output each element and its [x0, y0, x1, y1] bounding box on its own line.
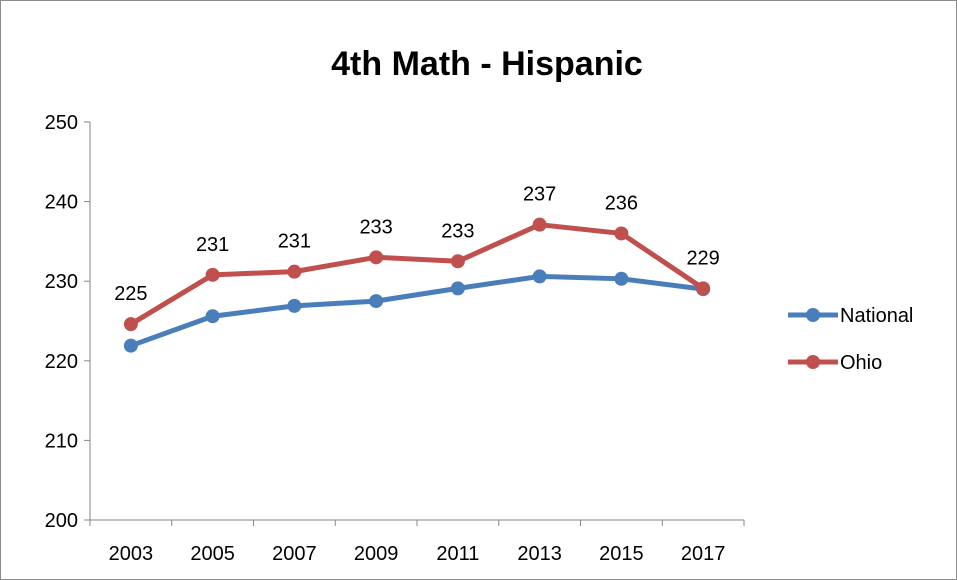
data-point-national	[369, 294, 384, 309]
y-tick-label: 250	[45, 112, 78, 134]
data-point-ohio	[450, 254, 465, 269]
data-label-ohio: 231	[278, 231, 311, 253]
data-point-national	[532, 269, 547, 284]
x-tick-label: 2017	[681, 543, 726, 565]
x-tick-label: 2007	[272, 543, 317, 565]
axes: 200 210 220 230 240 250 2003 2005 2007 2009 2011 20…	[45, 112, 745, 565]
series-line-ohio	[128, 222, 706, 327]
data-point-ohio	[614, 226, 629, 241]
data-point-ohio	[205, 267, 220, 282]
data-labels: 225 231 231 233 233 237 236 229	[114, 184, 720, 305]
y-tick-label: 240	[45, 192, 78, 214]
series-ohio	[123, 217, 711, 332]
series-national	[123, 269, 711, 353]
legend: National Ohio	[788, 305, 913, 374]
legend-swatch-marker	[806, 355, 820, 369]
legend-label: National	[840, 305, 913, 327]
data-point-national	[205, 309, 220, 324]
chart-title: 4th Math - Hispanic	[331, 45, 643, 83]
y-tick-label: 210	[45, 430, 78, 452]
x-tick-label: 2005	[190, 543, 235, 565]
data-label-ohio: 229	[686, 247, 719, 269]
data-label-ohio: 233	[441, 220, 474, 242]
data-point-ohio	[287, 264, 302, 279]
data-point-national	[287, 298, 302, 313]
x-tick-label: 2003	[109, 543, 154, 565]
legend-item-ohio: Ohio	[788, 352, 882, 374]
data-point-ohio	[696, 281, 711, 296]
data-point-ohio	[532, 217, 547, 232]
data-label-ohio: 231	[196, 234, 229, 256]
legend-label: Ohio	[840, 352, 882, 374]
x-tick-label: 2015	[599, 543, 644, 565]
series-line-national	[128, 273, 706, 349]
data-label-ohio: 237	[523, 184, 556, 206]
x-tick-label: 2009	[354, 543, 399, 565]
data-point-ohio	[123, 317, 138, 332]
data-point-national	[123, 338, 138, 353]
y-tick-label: 230	[45, 271, 78, 293]
legend-item-national: National	[788, 305, 913, 327]
x-tick-label: 2013	[517, 543, 562, 565]
y-tick-label: 220	[45, 351, 78, 373]
legend-swatch-marker	[806, 308, 820, 322]
x-tick-label: 2011	[436, 543, 479, 565]
data-point-national	[450, 281, 465, 296]
data-label-ohio: 225	[114, 283, 147, 305]
data-label-ohio: 233	[359, 216, 392, 238]
y-tick-label: 200	[45, 510, 78, 532]
data-label-ohio: 236	[605, 192, 638, 214]
series-layer	[123, 217, 711, 353]
data-point-ohio	[369, 250, 384, 265]
data-point-national	[614, 271, 629, 286]
